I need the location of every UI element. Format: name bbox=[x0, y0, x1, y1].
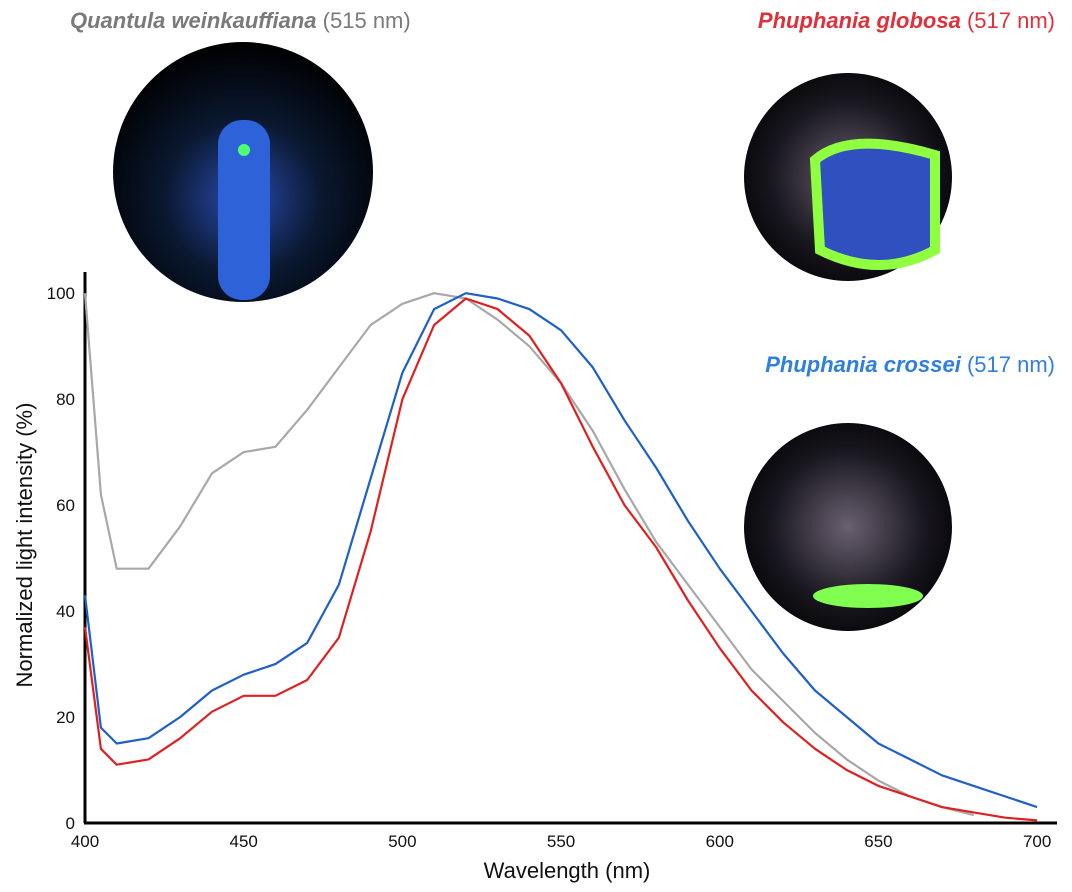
legend-peak: (517 nm) bbox=[967, 352, 1055, 377]
photo-detail bbox=[218, 120, 270, 300]
photo-detail bbox=[813, 584, 923, 608]
x-tick-label: 650 bbox=[864, 832, 892, 851]
photo-detail bbox=[809, 138, 940, 270]
y-tick-label: 40 bbox=[56, 602, 75, 621]
legend-quantula: Quantula weinkauffiana (515 nm) bbox=[70, 8, 411, 33]
y-tick-label: 20 bbox=[56, 708, 75, 727]
x-tick-label: 450 bbox=[230, 832, 258, 851]
x-axis-label: Wavelength (nm) bbox=[484, 858, 651, 883]
legend-name: Quantula weinkauffiana bbox=[70, 8, 317, 33]
legend-crossei: Phuphania crossei (517 nm) bbox=[765, 352, 1055, 377]
x-tick-label: 400 bbox=[71, 832, 99, 851]
x-tick-label: 700 bbox=[1023, 832, 1051, 851]
x-tick-label: 550 bbox=[547, 832, 575, 851]
series-line bbox=[83, 297, 1038, 822]
series-line bbox=[83, 292, 974, 817]
y-axis-label: Normalized light intensity (%) bbox=[12, 403, 37, 688]
series-line bbox=[83, 292, 1038, 809]
y-tick-label: 100 bbox=[47, 284, 75, 303]
legend-peak: (515 nm) bbox=[323, 8, 411, 33]
legend-globosa: Phuphania globosa (517 nm) bbox=[758, 8, 1055, 33]
legend-name: Phuphania globosa bbox=[758, 8, 961, 33]
y-tick-label: 0 bbox=[66, 814, 75, 833]
photo-detail bbox=[238, 144, 250, 156]
legend-peak: (517 nm) bbox=[967, 8, 1055, 33]
y-tick-label: 80 bbox=[56, 390, 75, 409]
photo-crossei bbox=[744, 423, 952, 631]
x-tick-label: 600 bbox=[706, 832, 734, 851]
x-tick-label: 500 bbox=[388, 832, 416, 851]
photos bbox=[113, 42, 952, 631]
y-tick-label: 60 bbox=[56, 496, 75, 515]
legend-name: Phuphania crossei bbox=[765, 352, 962, 377]
